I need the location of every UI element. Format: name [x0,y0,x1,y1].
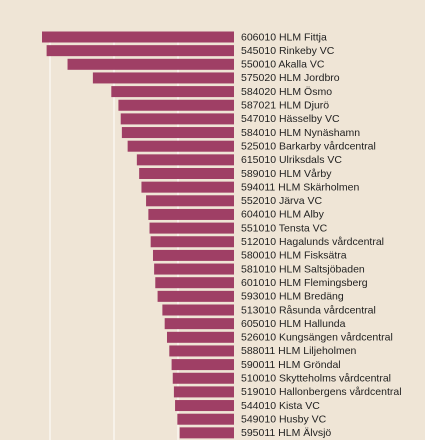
category-label-16: 512010 Hagalunds vårdcentral [241,236,384,248]
category-label-28: 544010 Kista VC [241,400,320,412]
bar-2 [46,45,234,57]
bar-9 [127,140,234,152]
bar-10 [136,154,234,166]
bar-13 [146,195,234,207]
category-label-5: 584020 HLM Ösmo [241,86,332,98]
category-label-7: 547010 Hässelby VC [241,113,340,125]
category-label-9: 525010 Barkarby vårdcentral [241,140,376,152]
category-label-23: 526010 Kungsängen vårdcentral [241,332,393,344]
category-label-25: 590011 HLM Gröndal [241,359,341,371]
category-label-20: 593010 HLM Bredäng [241,291,344,303]
category-label-26: 510010 Skytteholms vårdcentral [241,373,391,385]
bar-17 [152,249,234,261]
bar-14 [148,208,234,220]
bar-7 [120,113,234,125]
category-label-29: 549010 Husby VC [241,413,327,425]
category-label-22: 605010 HLM Hallunda [241,318,346,330]
bar-20 [157,290,234,302]
category-label-21: 513010 Råsunda vårdcentral [241,304,376,316]
bar-6 [118,99,234,111]
category-label-30: 595011 HLM Älvsjö [241,427,331,439]
category-label-1: 606010 HLM Fittja [241,31,327,43]
category-label-11: 589010 HLM Vårby [241,168,332,180]
bar-27 [173,386,234,398]
category-label-6: 587021 HLM Djurö [241,100,329,112]
bar-21 [162,304,234,316]
category-label-3: 550010 Akalla VC [241,59,325,71]
bars [42,31,234,439]
category-label-18: 581010 HLM Saltsjöbaden [241,263,365,275]
category-label-4: 575020 HLM Jordbro [241,72,340,84]
bar-5 [111,86,234,98]
bar-4 [92,72,234,84]
category-label-24: 588011 HLM Liljeholmen [241,345,357,357]
bar-16 [150,236,234,248]
category-labels: 606010 HLM Fittja 545010 Rinkeby VC 550010… [241,31,402,439]
category-label-2: 545010 Rinkeby VC [241,45,335,57]
bar-19 [155,277,234,289]
category-label-27: 519010 Hallonbergens vårdcentral [241,386,402,398]
bar-12 [141,181,234,193]
bar-18 [154,263,234,275]
category-label-10: 615010 Ulriksdals VC [241,154,342,166]
bar-1 [42,31,234,43]
bar-29 [177,413,234,425]
bar-15 [149,222,234,234]
bar-8 [121,127,234,139]
bar-23 [166,331,234,343]
category-label-14: 604010 HLM Alby [241,209,325,221]
category-label-8: 584010 HLM Nynäshamn [241,127,360,139]
bar-3 [67,58,234,70]
category-label-13: 552010 Järva VC [241,195,323,207]
bar-25 [171,359,234,371]
bar-30 [179,427,234,439]
category-label-15: 551010 Tensta VC [241,222,328,234]
bar-22 [164,318,234,330]
bar-11 [139,168,234,179]
bar-26 [172,372,234,384]
category-label-12: 594011 HLM Skärholmen [241,181,359,193]
category-label-19: 601010 HLM Flemingsberg [241,277,368,289]
bar-28 [175,400,234,412]
bar-24 [169,345,234,357]
category-label-17: 580010 HLM Fisksätra [241,250,347,262]
